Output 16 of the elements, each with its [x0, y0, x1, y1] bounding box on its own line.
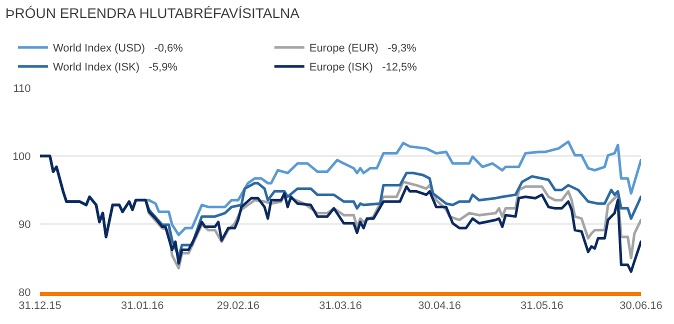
y-tick-label: 80 [18, 286, 31, 299]
x-tick-label: 31.01.16 [120, 300, 164, 312]
legend-label: World Index (ISK) -5,9% [52, 62, 178, 74]
x-tick-label: 31.12.15 [18, 300, 62, 312]
y-tick-label: 110 [13, 82, 31, 95]
legend-label: Europe (EUR) -9,3% [309, 42, 417, 55]
x-tick-label: 30.04.16 [418, 300, 461, 312]
x-tick-label: 30.06.16 [620, 300, 662, 312]
y-tick-label: 90 [18, 218, 31, 231]
x-tick-label: 31.03.16 [319, 300, 362, 312]
x-tick-label: 29.02.16 [216, 300, 260, 312]
legend-label: World Index (USD) -0,6% [52, 42, 184, 55]
x-tick-label: 31.05.16 [520, 300, 564, 312]
chart-title: ÞRÓUN ERLENDRA HLUTABRÉFAVÍSITALNA [5, 4, 300, 21]
y-tick-label: 100 [12, 150, 31, 163]
legend-label: Europe (ISK) -12,5% [309, 62, 418, 74]
